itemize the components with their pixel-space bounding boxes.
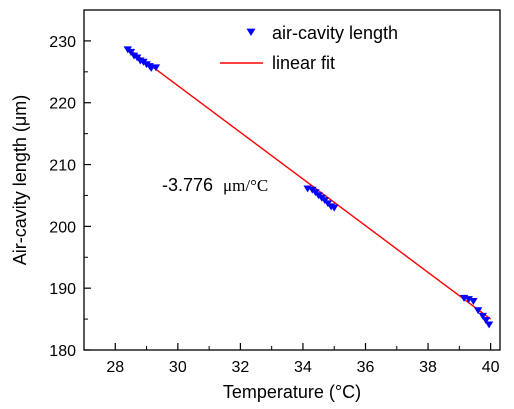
x-axis-tick-labels: 28 30 32 34 36 38 40 — [106, 359, 499, 376]
y-tick-label: 190 — [49, 281, 76, 298]
y-axis-tick-labels: 180 190 200 210 220 230 — [49, 34, 76, 360]
x-tick-label: 36 — [357, 359, 375, 376]
tick-marks — [84, 40, 492, 351]
y-axis-label: Air-cavity length (μm) — [10, 95, 30, 265]
data-point — [330, 204, 339, 212]
data-point — [469, 298, 478, 305]
x-axis-label: Temperature (°C) — [223, 382, 361, 402]
y-tick-label: 210 — [49, 158, 76, 175]
fit-line — [127, 47, 492, 320]
data-point — [481, 317, 491, 325]
x-tick-label: 38 — [419, 359, 437, 376]
x-tick-label: 40 — [482, 359, 500, 376]
data-point — [151, 64, 161, 72]
y-tick-label: 200 — [49, 219, 76, 236]
slope-value: -3.776 — [162, 175, 213, 195]
data-point — [484, 321, 494, 329]
legend-label-fit: linear fit — [272, 53, 335, 73]
x-tick-label: 32 — [231, 359, 249, 376]
data-point — [478, 312, 487, 320]
data-point — [464, 296, 473, 304]
y-tick-label: 230 — [49, 34, 76, 51]
data-points — [123, 46, 494, 329]
fit-layer — [127, 47, 492, 320]
data-point — [126, 48, 136, 56]
x-tick-label: 30 — [169, 359, 187, 376]
x-tick-label: 28 — [106, 359, 124, 376]
data-point — [473, 307, 483, 315]
slope-unit: μm/°C — [223, 176, 268, 195]
x-tick-label: 34 — [294, 359, 312, 376]
legend: air-cavity length linear fit — [220, 23, 398, 73]
legend-marker-triangle — [246, 28, 256, 37]
y-tick-label: 180 — [49, 343, 76, 360]
plot-frame — [83, 9, 501, 351]
slope-annotation: -3.776 μm/°C — [162, 175, 268, 195]
y-tick-label: 220 — [49, 96, 76, 113]
legend-label-points: air-cavity length — [272, 23, 398, 43]
